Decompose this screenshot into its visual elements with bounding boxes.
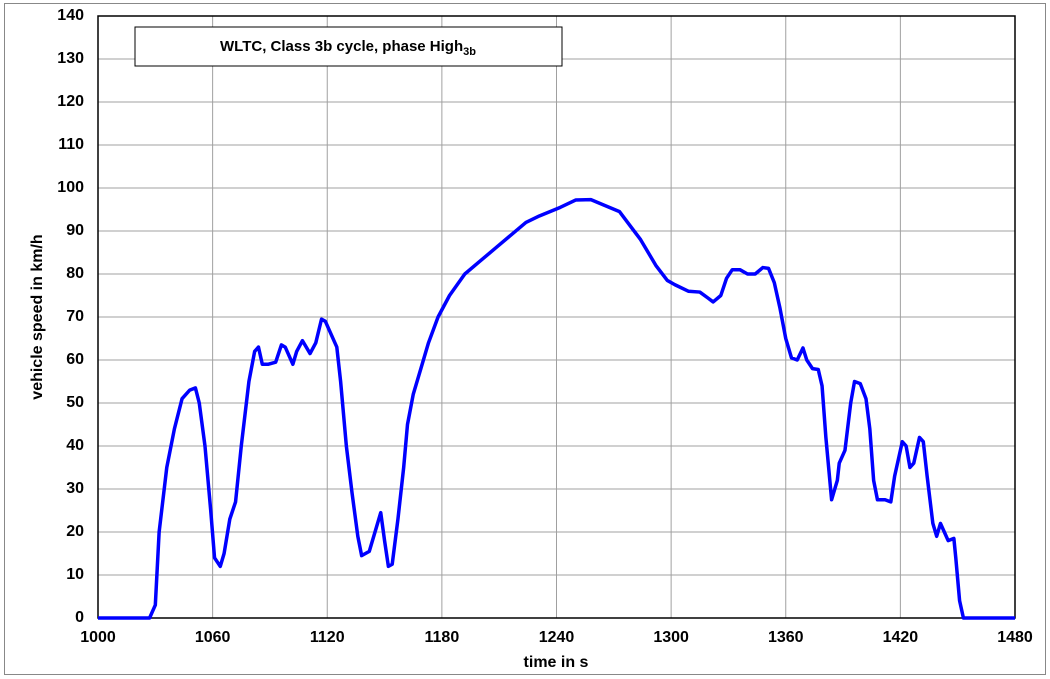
x-tick-label: 1240 [539, 629, 575, 646]
y-tick-label: 40 [66, 437, 84, 454]
y-tick-label: 100 [57, 179, 84, 196]
lines [98, 197, 1015, 620]
title-main: WLTC, Class 3b cycle, phase High [220, 38, 463, 55]
y-tick-label: 30 [66, 480, 84, 497]
x-tick-label: 1000 [80, 629, 116, 646]
y-tick-label: 80 [66, 265, 84, 282]
y-tick-label: 50 [66, 394, 84, 411]
frame [4, 3, 1046, 675]
x-tick-label: 1300 [653, 629, 689, 646]
x-tick-label: 1060 [195, 629, 231, 646]
y-tick-label: 20 [66, 523, 84, 540]
y-tick-label: 140 [57, 7, 84, 24]
x-tick-label: 1480 [997, 629, 1033, 646]
ticks: 0 10 20 30 40 50 60 70 80 90 100 110 120 130 140 1000 10… [57, 7, 1033, 646]
x-tick-label: 1420 [883, 629, 919, 646]
y-tick-label: 120 [57, 93, 84, 110]
y-tick-label: 70 [66, 308, 84, 325]
x-axis-label: time in s [524, 654, 589, 671]
y-axis-label: vehicle speed in km/h [29, 234, 46, 399]
x-tick-label: 1180 [425, 629, 460, 646]
x-tick-label: 1120 [310, 629, 345, 646]
y-tick-label: 10 [66, 566, 84, 583]
speed-line [98, 197, 1015, 620]
title-box [134, 26, 563, 67]
chart-title: WLTC, Class 3b cycle, phase High3b [220, 38, 476, 58]
x-tick-label: 1360 [768, 629, 804, 646]
y-tick-label: 90 [66, 222, 84, 239]
y-tick-label: 110 [58, 136, 84, 153]
y-tick-label: 130 [57, 50, 84, 67]
title-subscript: 3b [463, 46, 476, 58]
y-tick-label: 60 [66, 351, 84, 368]
y-tick-label: 0 [75, 609, 84, 626]
plot-border [97, 15, 1016, 619]
